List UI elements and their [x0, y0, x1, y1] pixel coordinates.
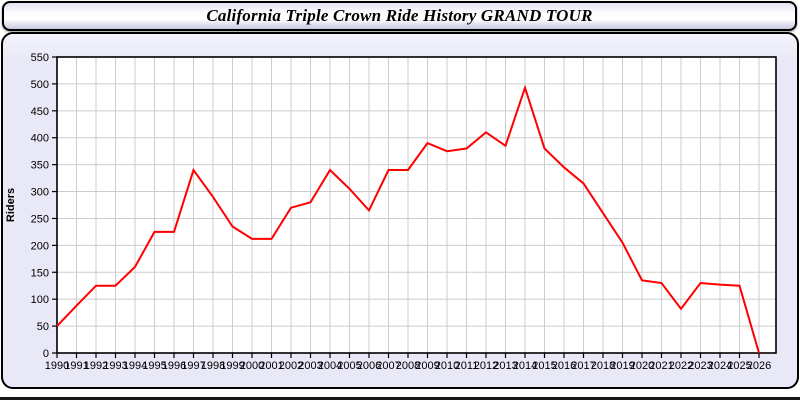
x-tick-label: 2019 [610, 360, 634, 372]
x-tick-label: 2012 [474, 360, 498, 372]
x-tick-label: 2023 [688, 360, 712, 372]
x-tick-label: 2011 [455, 360, 479, 372]
y-tick-label: 150 [31, 267, 49, 279]
x-tick-label: 1996 [162, 360, 186, 372]
chart-title: California Triple Crown Ride History GRA… [206, 6, 593, 25]
chart-title-bar: California Triple Crown Ride History GRA… [2, 1, 797, 31]
plot-frame [56, 56, 777, 354]
plot-area [57, 57, 776, 353]
x-tick-label: 1995 [142, 360, 166, 372]
x-tick-label: 2007 [376, 360, 400, 372]
x-tick-label: 2000 [240, 360, 264, 372]
x-tick-label: 1991 [64, 360, 88, 372]
x-tick-label: 2017 [571, 360, 595, 372]
y-tick-label: 100 [31, 294, 49, 306]
y-tick-label: 550 [31, 52, 49, 64]
x-tick-label: 2018 [591, 360, 615, 372]
x-tick-label: 1997 [181, 360, 205, 372]
x-tick-label: 2004 [318, 360, 342, 372]
x-tick-label: 2002 [279, 360, 303, 372]
x-tick-label: 2015 [532, 360, 556, 372]
x-tick-label: 1993 [103, 360, 127, 372]
page-bottom-border [0, 397, 800, 400]
x-tick-label: 1992 [84, 360, 108, 372]
x-tick-label: 1994 [123, 360, 147, 372]
y-tick-label: 300 [31, 187, 49, 199]
x-tick-label: 2003 [298, 360, 322, 372]
y-tick-label: 400 [31, 133, 49, 145]
y-tick-label: 50 [37, 321, 49, 333]
x-tick-label: 2021 [649, 360, 673, 372]
x-tick-label: 2005 [337, 360, 361, 372]
x-tick-label: 2008 [396, 360, 420, 372]
x-tick-label: 2016 [552, 360, 576, 372]
x-tick-label: 1999 [220, 360, 244, 372]
x-tick-label: 2006 [357, 360, 381, 372]
x-tick-label: 2009 [415, 360, 439, 372]
x-tick-label: 2022 [669, 360, 693, 372]
y-tick-label: 350 [31, 160, 49, 172]
y-tick-label: 250 [31, 213, 49, 225]
y-tick-label: 500 [31, 79, 49, 91]
x-tick-label: 1990 [45, 360, 69, 372]
x-tick-label: 2001 [259, 360, 283, 372]
y-axis-title: Riders [5, 188, 17, 222]
y-tick-label: 450 [31, 106, 49, 118]
x-tick-label: 2024 [708, 360, 732, 372]
x-tick-label: 2010 [435, 360, 459, 372]
x-tick-label: 2013 [493, 360, 517, 372]
x-tick-label: 2025 [727, 360, 751, 372]
y-tick-label: 200 [31, 240, 49, 252]
y-tick-label: 0 [43, 348, 49, 360]
x-tick-label: 1998 [201, 360, 225, 372]
riders-series-line [56, 84, 760, 354]
x-tick-label: 2014 [513, 360, 537, 372]
x-tick-label: 2026 [747, 360, 771, 372]
x-tick-label: 2020 [630, 360, 654, 372]
